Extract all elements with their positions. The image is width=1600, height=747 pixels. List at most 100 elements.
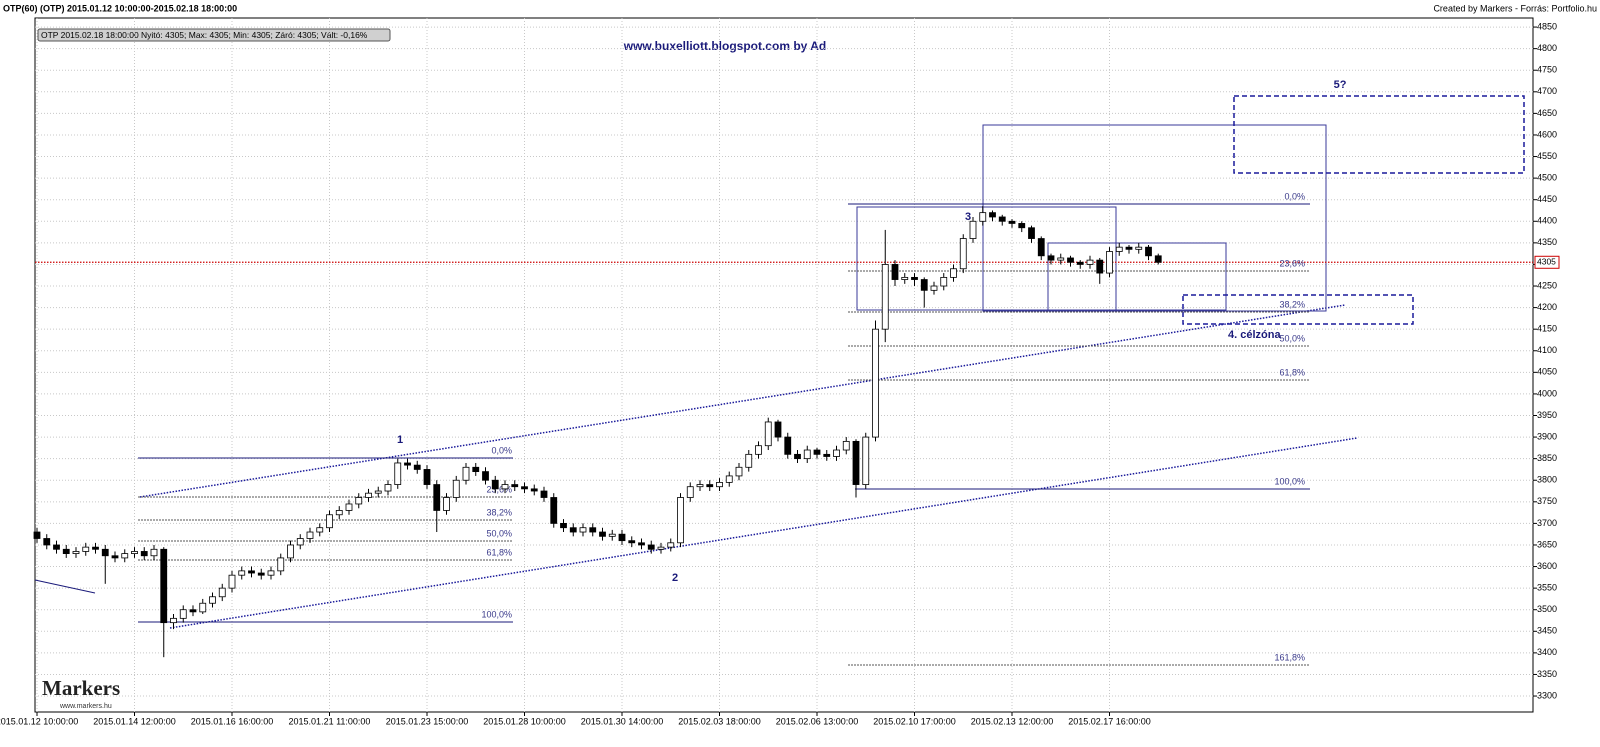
candle-body	[1047, 255, 1055, 261]
candle-body	[998, 216, 1006, 222]
candle-body	[287, 544, 294, 559]
candle-body	[160, 548, 168, 624]
candle-body	[1086, 259, 1094, 265]
fib-label: 61,8%	[1279, 367, 1305, 377]
candle-body	[608, 533, 616, 537]
x-tick-label: 2015.01.28 10:00:00	[483, 716, 566, 726]
y-tick-label: 4350	[1537, 237, 1557, 247]
candles	[33, 206, 1162, 658]
fib-label: 23,6%	[486, 484, 512, 494]
fib-label: 61,8%	[486, 547, 512, 557]
candle-body	[384, 484, 392, 492]
y-tick-label: 4100	[1537, 345, 1557, 355]
candle-body	[530, 488, 538, 492]
candle-body	[248, 570, 255, 574]
y-tick-label: 3650	[1537, 539, 1557, 549]
candle-body	[881, 264, 889, 330]
candle-body	[803, 449, 811, 460]
candle-body	[842, 440, 850, 451]
candle-body	[940, 276, 948, 287]
candle-body	[852, 440, 860, 485]
y-tick-label: 4000	[1537, 388, 1557, 398]
candle-body	[1028, 227, 1035, 239]
candle-body	[413, 464, 421, 470]
wave-label: 3	[965, 211, 971, 223]
trend-line	[34, 579, 96, 594]
x-tick-label: 2015.01.30 14:00:00	[581, 716, 664, 726]
candle-body	[62, 548, 70, 555]
y-tick-label: 4550	[1537, 151, 1557, 161]
candle-body	[267, 570, 275, 576]
candle-body	[540, 490, 548, 498]
y-tick-label: 4800	[1537, 43, 1557, 53]
candle-body	[1037, 238, 1045, 257]
candle-body	[121, 553, 129, 559]
x-tick-label: 2015.01.21 11:00:00	[289, 716, 371, 726]
candle-body	[725, 475, 733, 483]
fib-label: 38,2%	[486, 507, 512, 517]
y-tick-label: 3400	[1537, 647, 1557, 657]
y-tick-label: 4650	[1537, 108, 1557, 118]
candle-body	[306, 531, 314, 539]
candle-body	[813, 449, 821, 455]
fib-label: 100,0%	[1274, 476, 1305, 486]
wave-box	[856, 206, 1117, 311]
fib-label: 161,8%	[1274, 652, 1305, 662]
candle-body	[92, 546, 99, 550]
candle-body	[920, 279, 928, 291]
candle-body	[833, 449, 840, 457]
candle-body	[101, 548, 109, 557]
candle-body	[189, 609, 197, 613]
candle-body	[930, 285, 938, 291]
candle-body	[823, 453, 831, 457]
candle-body	[569, 527, 577, 533]
candle-body	[345, 503, 353, 511]
candle-body	[218, 587, 226, 598]
candle-body	[423, 469, 431, 485]
candle-body	[433, 484, 441, 511]
candle-body	[1106, 251, 1113, 274]
candle-body	[316, 527, 324, 533]
candle-body	[647, 544, 655, 550]
candle-body	[462, 466, 470, 481]
logo-url: www.markers.hu	[59, 703, 112, 710]
y-tick-label: 3850	[1537, 453, 1557, 463]
y-tick-label: 4500	[1537, 172, 1557, 182]
x-tick-label: 2015.02.10 17:00:00	[873, 716, 956, 726]
x-tick-label: 2015.01.23 15:00:00	[386, 716, 469, 726]
candle-body	[1145, 246, 1152, 257]
candle-body	[774, 421, 782, 438]
candle-body	[472, 466, 480, 473]
last-price-tag	[1534, 255, 1560, 269]
y-tick-label: 4200	[1537, 302, 1557, 312]
candle-body	[501, 484, 509, 490]
candle-body	[560, 522, 567, 529]
credit: Created by Markers - Forrás: Portfolio.h…	[1433, 3, 1597, 13]
last-price-label: 4305	[1537, 257, 1556, 267]
candle-body	[745, 453, 753, 468]
candle-body	[257, 572, 265, 576]
plot-area	[34, 17, 1534, 713]
y-tick-label: 3800	[1537, 475, 1557, 485]
candle-body	[638, 542, 645, 546]
candle-body	[901, 276, 909, 280]
candle-body	[228, 574, 236, 589]
candle-body	[335, 510, 343, 516]
candle-body	[355, 497, 363, 505]
candle-body	[686, 486, 694, 498]
grid	[35, 18, 1533, 712]
x-tick-label: 2015.02.17 16:00:00	[1068, 716, 1151, 726]
fib-label: 50,0%	[1279, 333, 1305, 343]
trend-line	[139, 304, 1346, 498]
candle-body	[1115, 246, 1123, 252]
candle-body	[599, 531, 606, 537]
y-tick-label: 4850	[1537, 21, 1557, 31]
candle-body	[735, 466, 743, 477]
trend-line	[169, 437, 1358, 629]
candle-body	[872, 328, 879, 438]
candle-body	[238, 570, 246, 576]
target-box	[1233, 95, 1525, 174]
y-tick-label: 3350	[1537, 669, 1557, 679]
y-tick-label: 3950	[1537, 410, 1557, 420]
watermark: www.buxelliott.blogspot.com by Ad	[623, 39, 826, 53]
